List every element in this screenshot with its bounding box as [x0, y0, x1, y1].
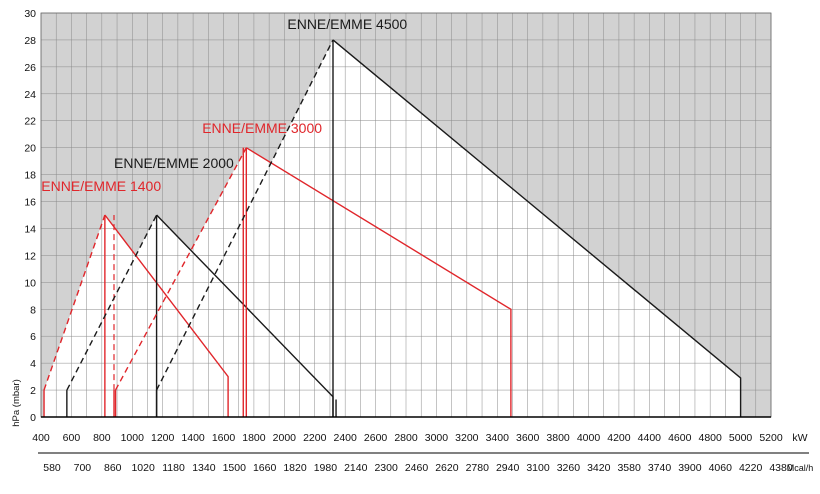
- y-tick-label: 30: [24, 8, 36, 20]
- y-tick-label: 6: [30, 331, 36, 343]
- x-tick-label: 4600: [668, 432, 692, 444]
- series-solid-line: [245, 147, 512, 417]
- y-tick-label: 10: [24, 277, 36, 289]
- y-tick-label: 4: [30, 358, 36, 370]
- x2-tick-label: 2460: [405, 462, 429, 474]
- x2-tick-label: 2620: [435, 462, 459, 474]
- x2-tick-label: 1500: [223, 462, 247, 474]
- x2-tick-label: 2940: [496, 462, 520, 474]
- x-tick-label: 4800: [698, 432, 722, 444]
- x2-tick-label: 1180: [162, 462, 185, 474]
- y-tick-label: 22: [24, 116, 36, 128]
- x-tick-label: 2600: [364, 432, 388, 444]
- x-tick-label: 1000: [121, 432, 145, 444]
- y-axis-label: hPa (mbar): [11, 379, 22, 427]
- x2-tick-label: 3740: [648, 462, 672, 474]
- x2-axis-unit-label: Mcal/h: [787, 463, 814, 473]
- y-tick-label: 16: [24, 197, 36, 209]
- grid-layer: [40, 12, 772, 418]
- x2-tick-label: 580: [43, 462, 61, 474]
- x2-tick-label: 1660: [253, 462, 277, 474]
- x-tick-label: 3400: [486, 432, 510, 444]
- x2-tick-label: 1340: [192, 462, 216, 474]
- x-tick-label: 1200: [151, 432, 175, 444]
- x2-tick-label: 3260: [557, 462, 581, 474]
- x2-tick-label: 3420: [587, 462, 611, 474]
- y-tick-label: 8: [30, 304, 36, 316]
- x2-tick-label: 700: [74, 462, 92, 474]
- series-label: ENNE/EMME 1400: [41, 178, 161, 194]
- x-tick-label: 2400: [333, 432, 357, 444]
- x2-tick-label: 2780: [466, 462, 490, 474]
- series-4: [155, 39, 742, 417]
- x2-tick-label: 1820: [283, 462, 307, 474]
- x2-tick-label: 1020: [131, 462, 155, 474]
- x-tick-label: 4000: [577, 432, 601, 444]
- x2-tick-label: 4060: [709, 462, 733, 474]
- y-tick-label: 28: [24, 35, 36, 47]
- series-solid-line: [104, 214, 229, 417]
- x2-tick-label: 2140: [344, 462, 368, 474]
- x-tick-label: 1800: [242, 432, 266, 444]
- y-tick-label: 18: [24, 170, 36, 182]
- x-tick-label: 3000: [425, 432, 449, 444]
- x-tick-label: 5200: [759, 432, 783, 444]
- y-tick-label: 12: [24, 250, 36, 262]
- x-tick-label: 4200: [607, 432, 631, 444]
- x-tick-label: 400: [32, 432, 50, 444]
- y-tick-label: 26: [24, 62, 36, 74]
- x-tick-label: 600: [63, 432, 81, 444]
- x2-tick-label: 1980: [314, 462, 338, 474]
- series-label: ENNE/EMME 2000: [114, 155, 234, 171]
- series-dashed-line: [43, 214, 106, 391]
- series-label: ENNE/EMME 4500: [287, 16, 407, 32]
- series-dashed-line: [155, 39, 334, 391]
- x-tick-label: 4400: [638, 432, 662, 444]
- x-tick-label: 800: [93, 432, 111, 444]
- series-3: [114, 147, 512, 417]
- x2-tick-label: 3100: [526, 462, 550, 474]
- x-tick-label: 3600: [516, 432, 540, 444]
- x2-tick-label: 3580: [617, 462, 641, 474]
- x-tick-label: 2200: [303, 432, 327, 444]
- series-label: ENNE/EMME 3000: [202, 120, 322, 136]
- x-tick-label: 2800: [394, 432, 418, 444]
- x2-tick-label: 3900: [678, 462, 702, 474]
- x-tick-label: 5000: [729, 432, 753, 444]
- x-axis-unit-label: kW: [792, 432, 807, 444]
- x-tick-label: 3800: [546, 432, 570, 444]
- x2-tick-label: 4380: [769, 462, 793, 474]
- x-tick-label: 2000: [273, 432, 297, 444]
- y-tick-label: 0: [30, 412, 36, 424]
- y-tick-label: 2: [30, 385, 36, 397]
- x2-tick-label: 4220: [739, 462, 763, 474]
- x-tick-label: 1400: [181, 432, 205, 444]
- series-dashed-line: [114, 147, 247, 391]
- series-dashed-line: [66, 214, 158, 391]
- y-tick-label: 14: [24, 223, 36, 235]
- x-tick-label: 3200: [455, 432, 479, 444]
- x2-tick-label: 2300: [374, 462, 398, 474]
- label-layer: ENNE/EMME 1400 ENNE/EMME 2000 ENNE/EMME 30…: [41, 16, 407, 194]
- series-solid-line: [332, 39, 742, 417]
- x-tick-label: 1600: [212, 432, 236, 444]
- x2-tick-label: 860: [104, 462, 122, 474]
- series-layer: [43, 39, 742, 417]
- y-tick-label: 20: [24, 143, 36, 155]
- y-tick-label: 24: [24, 89, 36, 101]
